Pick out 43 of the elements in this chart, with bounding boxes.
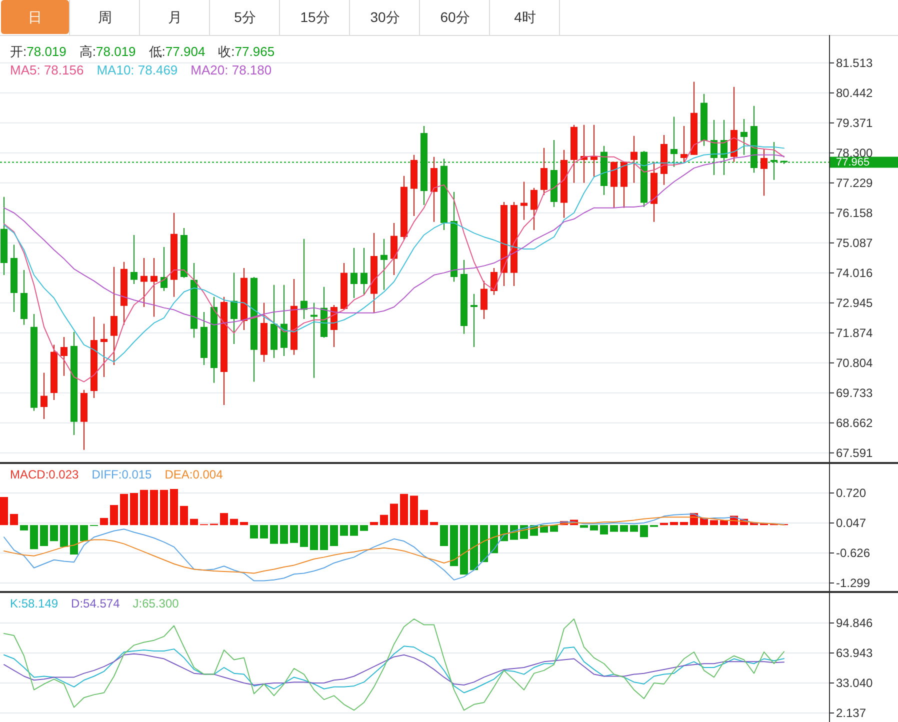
- y-tick-label: -0.626: [836, 546, 870, 560]
- y-tick-label: 94.846: [836, 616, 874, 630]
- text: 77.965: [836, 156, 870, 168]
- text: 15分: [300, 9, 330, 25]
- y-tick-label: 68.662: [836, 416, 874, 430]
- y-tick-label: 33.040: [836, 676, 874, 690]
- text: DEA:0.004: [164, 468, 224, 482]
- text: 日: [28, 9, 42, 25]
- y-tick-label: 63.943: [836, 646, 874, 660]
- y-tick-label: 80.442: [836, 86, 874, 100]
- text: MA20: 78.180: [190, 62, 272, 78]
- annotation: 高:78.019: [79, 44, 136, 58]
- series-label: MACD:0.023: [10, 468, 80, 482]
- text: 月: [168, 9, 182, 25]
- y-tick-label: 71.874: [836, 326, 874, 340]
- text: 60分: [440, 9, 470, 25]
- y-tick-label: 70.804: [836, 356, 874, 370]
- series-label: J:65.300: [132, 596, 180, 610]
- annotation: 开:78.019: [10, 44, 66, 58]
- text: 30分: [370, 9, 400, 25]
- y-tick-label: 75.087: [836, 236, 874, 250]
- annotation: 低:77.904: [148, 44, 206, 58]
- y-tick-label: 76.158: [836, 206, 874, 220]
- y-tick-label: 0.720: [836, 486, 866, 500]
- text: DIFF:0.015: [92, 468, 152, 482]
- y-tick-label: 0.047: [836, 516, 866, 530]
- y-tick-label: 67.591: [836, 446, 874, 460]
- text: K:58.149: [10, 596, 58, 610]
- y-tick-label: 77.229: [836, 176, 874, 190]
- annotation: 收:77.965: [218, 44, 275, 58]
- y-tick-label: 69.733: [836, 386, 874, 400]
- text: 4时: [514, 9, 536, 25]
- y-tick-label: 74.016: [836, 266, 874, 280]
- y-tick-label: 72.945: [836, 296, 874, 310]
- text: MA5: 78.156: [10, 62, 84, 78]
- text: 5分: [234, 9, 256, 25]
- text: 周: [98, 9, 112, 25]
- y-tick-label: -1.299: [836, 576, 870, 590]
- y-tick-label: 2.137: [836, 706, 866, 720]
- text: MA10: 78.469: [96, 62, 178, 78]
- y-tick-label: 81.513: [836, 56, 874, 70]
- y-tick-label: 79.371: [836, 116, 874, 130]
- text: D:54.574: [71, 596, 120, 610]
